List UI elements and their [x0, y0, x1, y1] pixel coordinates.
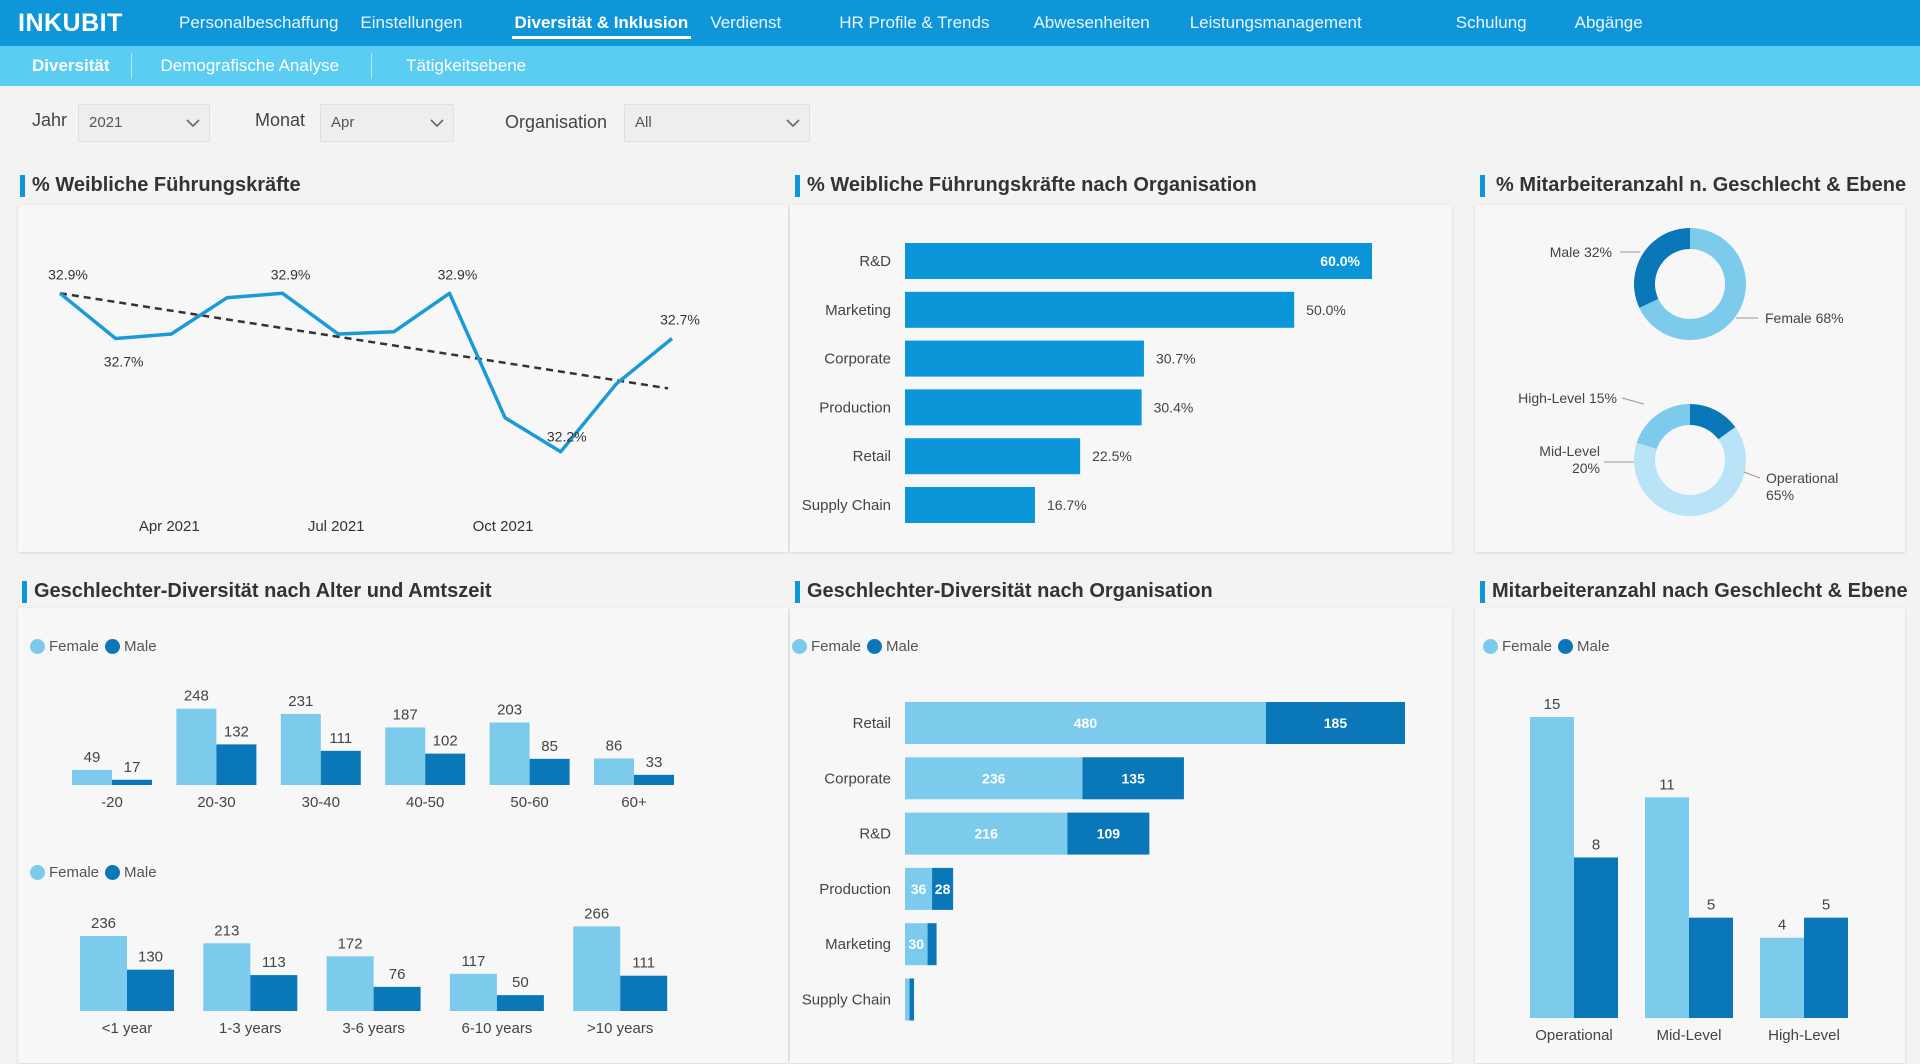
- inkubit-logo[interactable]: INKUBIT: [18, 8, 123, 37]
- legend-male[interactable]: Male: [867, 638, 919, 655]
- top-navigation: INKUBIT Personalbeschaffung Einstellunge…: [0, 0, 1920, 46]
- nav-schulung[interactable]: Schulung: [1455, 13, 1527, 32]
- year-select[interactable]: 2021: [78, 104, 210, 142]
- gender-diversity-age-tenure-title: Geschlechter-Diversität nach Alter und A…: [22, 580, 492, 603]
- donut-chart-card: [1475, 205, 1905, 552]
- nav-einstellungen[interactable]: Einstellungen: [360, 13, 463, 32]
- nav-abwesenheiten[interactable]: Abwesenheiten: [1033, 13, 1150, 32]
- legend-male[interactable]: Male: [105, 864, 157, 881]
- female-dot-icon: [30, 865, 45, 880]
- month-select[interactable]: Apr: [320, 104, 454, 142]
- subnav-diversitaet[interactable]: Diversität: [0, 53, 133, 79]
- level-legend: Female Male: [1483, 638, 1616, 655]
- female-leaders-by-org-title: % Weibliche Führungskräfte nach Organisa…: [795, 174, 1257, 197]
- filter-bar: Jahr 2021 Monat Apr Organisation All: [0, 96, 1920, 146]
- legend-female[interactable]: Female: [1483, 638, 1552, 655]
- female-dot-icon: [30, 639, 45, 654]
- month-filter-label: Monat: [255, 110, 306, 130]
- female-dot-icon: [792, 639, 807, 654]
- nav-personalbeschaffung[interactable]: Personalbeschaffung: [179, 13, 339, 32]
- female-dot-icon: [1483, 639, 1498, 654]
- male-dot-icon: [105, 639, 121, 654]
- legend-female-label: Female: [1502, 638, 1553, 655]
- org-diversity-card: [790, 608, 1452, 1063]
- male-dot-icon: [1558, 639, 1574, 654]
- headcount-gender-level-pct-title: % Mitarbeiteranzahl n. Geschlecht & Eben…: [1480, 174, 1906, 197]
- legend-female[interactable]: Female: [792, 638, 861, 655]
- subnav-demografische-analyse[interactable]: Demografische Analyse: [132, 53, 373, 79]
- nav-leistungsmanagement[interactable]: Leistungsmanagement: [1189, 13, 1362, 32]
- male-dot-icon: [867, 639, 883, 654]
- legend-male[interactable]: Male: [1558, 638, 1610, 655]
- nav-hr-profile-trends[interactable]: HR Profile & Trends: [839, 13, 990, 32]
- year-filter-label: Jahr: [32, 110, 68, 130]
- legend-male-label: Male: [886, 638, 919, 655]
- chevron-down-icon: [186, 119, 200, 128]
- chevron-down-icon: [430, 119, 444, 128]
- female-leaders-title: % Weibliche Führungskräfte: [20, 174, 301, 197]
- organisation-filter-label: Organisation: [505, 112, 608, 132]
- male-dot-icon: [105, 865, 121, 880]
- headcount-gender-level-title: Mitarbeiteranzahl nach Geschlecht & Eben…: [1480, 580, 1908, 603]
- legend-female[interactable]: Female: [30, 864, 99, 881]
- legend-male-label: Male: [124, 638, 157, 655]
- org-bar-chart-card: [790, 205, 1452, 552]
- sub-navigation: Diversität Demografische Analyse Tätigke…: [0, 46, 1920, 86]
- organisation-select-value: All: [635, 114, 652, 131]
- gender-diversity-org-title: Geschlechter-Diversität nach Organisatio…: [795, 580, 1213, 603]
- nav-verdienst[interactable]: Verdienst: [710, 13, 782, 32]
- month-select-value: Apr: [331, 114, 355, 131]
- legend-female-label: Female: [49, 638, 100, 655]
- age-tenure-card: [18, 608, 788, 1063]
- level-chart-card: [1475, 608, 1905, 1063]
- legend-female-label: Female: [811, 638, 862, 655]
- legend-male[interactable]: Male: [105, 638, 157, 655]
- subnav-taetigkeitsebene[interactable]: Tätigkeitsebene: [406, 56, 527, 75]
- tenure-legend: Female Male: [30, 864, 163, 881]
- org-diversity-legend: Female Male: [792, 638, 925, 655]
- chevron-down-icon: [786, 119, 800, 128]
- age-legend: Female Male: [30, 638, 163, 655]
- organisation-select[interactable]: All: [624, 104, 810, 142]
- line-chart-card: [18, 205, 788, 552]
- nav-abgaenge[interactable]: Abgänge: [1574, 13, 1643, 32]
- legend-female-label: Female: [49, 864, 100, 881]
- legend-male-label: Male: [1577, 638, 1610, 655]
- legend-male-label: Male: [124, 864, 157, 881]
- year-select-value: 2021: [89, 114, 123, 131]
- nav-diversitaet-inklusion[interactable]: Diversität & Inklusion: [504, 0, 700, 46]
- legend-female[interactable]: Female: [30, 638, 99, 655]
